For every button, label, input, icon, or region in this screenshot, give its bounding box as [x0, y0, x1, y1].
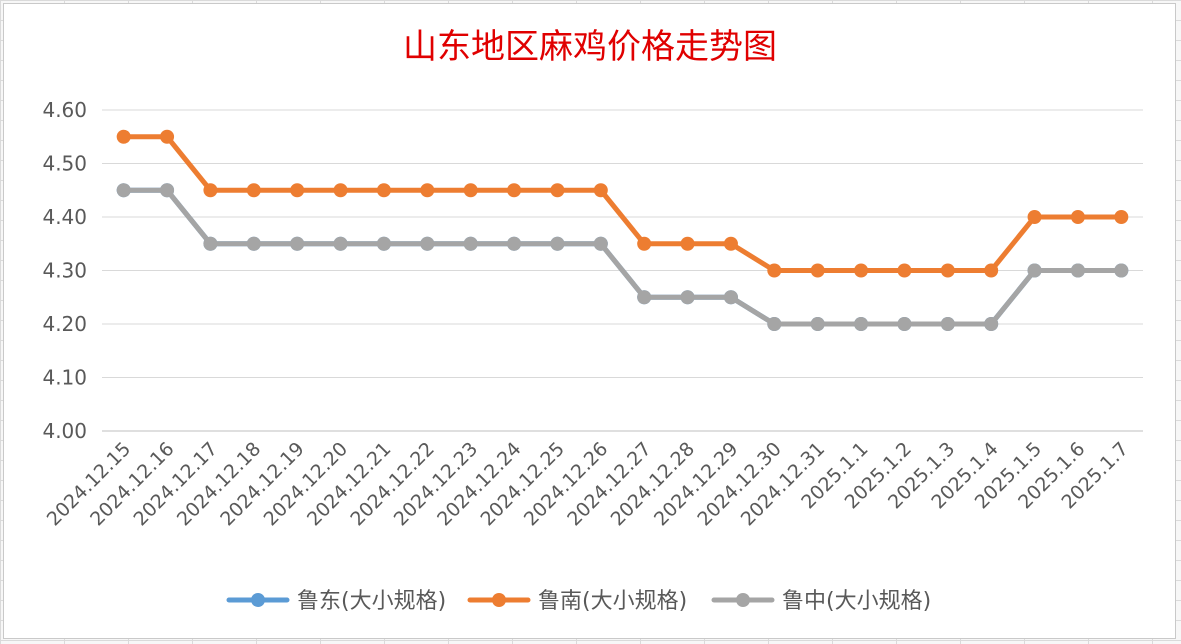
data-point [680, 236, 695, 251]
legend-label: 鲁南(大小规格) [538, 589, 687, 614]
data-point [810, 263, 825, 278]
data-point [507, 236, 522, 251]
data-point [1027, 263, 1042, 278]
data-point [1070, 210, 1085, 224]
data-point [550, 183, 565, 198]
data-point [1070, 263, 1085, 278]
series-line [121, 187, 1124, 327]
data-point [290, 236, 305, 251]
data-point [897, 317, 912, 331]
data-point [376, 183, 391, 198]
chart-title: 山东地区麻鸡价格走势图 [403, 27, 777, 67]
data-point [333, 183, 348, 198]
y-tick-label: 4.30 [42, 259, 87, 283]
data-point [463, 236, 478, 251]
x-axis-tick-labels: 2024.12.152024.12.162024.12.172024.12.18… [43, 438, 1133, 530]
data-point [116, 129, 131, 144]
y-tick-label: 4.00 [42, 419, 87, 443]
data-point [160, 129, 175, 144]
data-point [854, 317, 869, 331]
data-point [984, 317, 999, 331]
series-3 [116, 183, 1129, 331]
series-1 [116, 183, 1129, 331]
data-point [984, 263, 999, 278]
data-point [507, 183, 522, 198]
series-line [121, 187, 1124, 327]
data-point [290, 183, 305, 198]
data-point [593, 236, 608, 251]
data-point [333, 236, 348, 251]
data-point [246, 236, 261, 251]
data-point [723, 290, 738, 305]
data-point [854, 263, 869, 278]
data-point [767, 263, 782, 278]
series-lines [116, 129, 1129, 331]
legend-swatch-marker [251, 593, 265, 607]
data-point [160, 183, 175, 198]
data-point [463, 183, 478, 198]
legend-label: 鲁东(大小规格) [297, 589, 446, 614]
y-tick-label: 4.10 [42, 366, 87, 390]
legend-swatch-marker [492, 593, 506, 607]
chart-frame[interactable] [3, 3, 1176, 639]
data-point [767, 317, 782, 331]
y-tick-label: 4.50 [42, 152, 87, 176]
data-point [593, 183, 608, 198]
y-axis-tick-labels: 4.00 4.10 4.20 4.30 4.40 4.50 4.60 [42, 98, 87, 443]
series-2 [116, 129, 1129, 278]
data-point [810, 317, 825, 331]
data-point [1114, 210, 1129, 224]
y-tick-label: 4.20 [42, 312, 87, 336]
data-point [637, 290, 652, 305]
legend-item[interactable]: 鲁中(大小规格) [711, 589, 931, 614]
data-point [1114, 263, 1129, 278]
data-point [550, 236, 565, 251]
data-point [246, 183, 261, 198]
data-point [940, 317, 955, 331]
data-point [420, 236, 435, 251]
data-point [637, 236, 652, 251]
data-point [116, 183, 131, 198]
legend-item[interactable]: 鲁东(大小规格) [226, 589, 446, 614]
data-point [376, 236, 391, 251]
data-point [1027, 210, 1042, 224]
data-point [420, 183, 435, 198]
data-point [940, 263, 955, 278]
legend-label: 鲁中(大小规格) [782, 589, 931, 614]
legend-item[interactable]: 鲁南(大小规格) [467, 589, 687, 614]
series-line [121, 134, 1124, 273]
data-point [203, 183, 218, 198]
data-point [897, 263, 912, 278]
y-tick-label: 4.40 [42, 205, 87, 229]
legend: 鲁东(大小规格) 鲁南(大小规格) 鲁中(大小规格) [226, 589, 931, 614]
data-point [203, 236, 218, 251]
data-point [723, 236, 738, 251]
data-point [680, 290, 695, 305]
legend-swatch-marker [736, 593, 750, 607]
y-tick-label: 4.60 [42, 98, 87, 122]
